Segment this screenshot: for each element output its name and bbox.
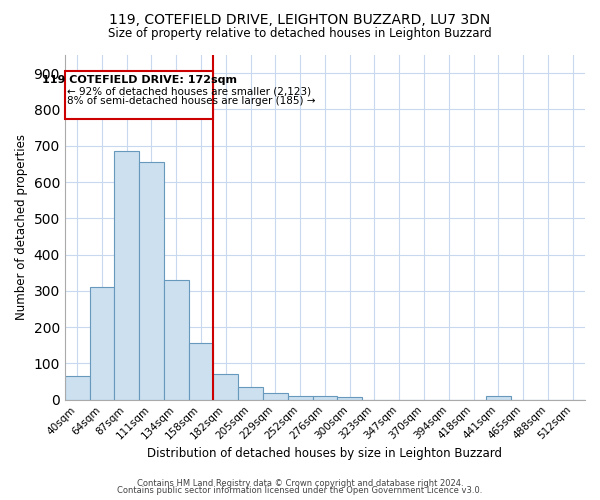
- Bar: [288, 396, 313, 400]
- Bar: [115, 151, 139, 400]
- Bar: [238, 387, 263, 400]
- Bar: [139, 162, 164, 400]
- Text: Size of property relative to detached houses in Leighton Buzzard: Size of property relative to detached ho…: [108, 28, 492, 40]
- Bar: [65, 376, 89, 400]
- Text: 119 COTEFIELD DRIVE: 172sqm: 119 COTEFIELD DRIVE: 172sqm: [41, 75, 236, 85]
- Bar: [214, 374, 238, 400]
- Text: 119, COTEFIELD DRIVE, LEIGHTON BUZZARD, LU7 3DN: 119, COTEFIELD DRIVE, LEIGHTON BUZZARD, …: [109, 12, 491, 26]
- Bar: [263, 393, 288, 400]
- Bar: [89, 287, 115, 400]
- Bar: [313, 396, 337, 400]
- Bar: [188, 344, 214, 400]
- Y-axis label: Number of detached properties: Number of detached properties: [15, 134, 28, 320]
- X-axis label: Distribution of detached houses by size in Leighton Buzzard: Distribution of detached houses by size …: [148, 447, 502, 460]
- Text: Contains HM Land Registry data © Crown copyright and database right 2024.: Contains HM Land Registry data © Crown c…: [137, 478, 463, 488]
- Bar: [164, 280, 188, 400]
- Text: ← 92% of detached houses are smaller (2,123): ← 92% of detached houses are smaller (2,…: [67, 86, 311, 97]
- Text: 8% of semi-detached houses are larger (185) →: 8% of semi-detached houses are larger (1…: [67, 96, 316, 106]
- Text: Contains public sector information licensed under the Open Government Licence v3: Contains public sector information licen…: [118, 486, 482, 495]
- Bar: [337, 397, 362, 400]
- FancyBboxPatch shape: [65, 72, 214, 118]
- Bar: [486, 396, 511, 400]
